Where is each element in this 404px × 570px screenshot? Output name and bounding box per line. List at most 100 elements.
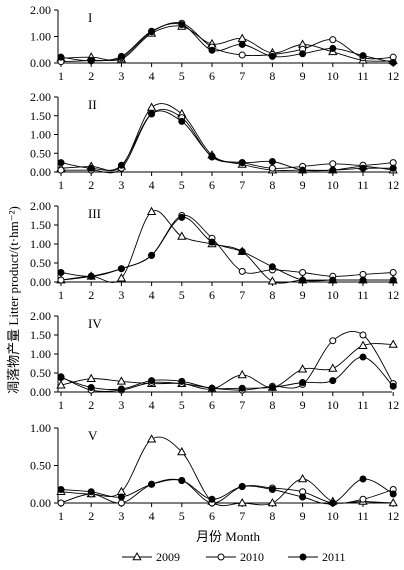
data-point: [299, 269, 307, 276]
data-point: [117, 499, 125, 507]
data-point: [208, 384, 216, 392]
data-point: [57, 499, 65, 507]
data-point: [268, 164, 276, 172]
data-point: [57, 166, 65, 174]
x-tick-label: 3: [118, 69, 124, 83]
data-point: [297, 364, 308, 373]
data-point: [238, 248, 246, 256]
legend-label: 2009: [156, 550, 180, 564]
x-tick-label: 7: [239, 69, 245, 83]
data-point: [238, 51, 246, 59]
data-point: [359, 52, 367, 60]
series-line: [60, 478, 394, 505]
data-point: [358, 340, 368, 349]
series-line: [60, 478, 394, 504]
data-point: [116, 273, 127, 282]
data-point: [178, 213, 186, 221]
y-tick-label: 1.00: [30, 237, 51, 251]
series-2011: [57, 213, 397, 284]
x-tick-label: 4: [149, 509, 155, 523]
data-point: [178, 377, 186, 385]
x-tick-label: 5: [179, 509, 185, 523]
data-point: [359, 353, 367, 361]
data-point: [297, 473, 308, 483]
data-point: [328, 363, 338, 372]
series-2009: [56, 102, 398, 174]
x-tick-label: 9: [300, 178, 306, 192]
panel-label: IV: [88, 316, 102, 331]
data-point: [389, 159, 397, 167]
data-point: [359, 475, 367, 483]
x-tick-label: 6: [209, 509, 215, 523]
data-point: [237, 497, 247, 507]
data-point: [268, 52, 276, 60]
x-tick-label: 10: [327, 69, 339, 83]
data-point: [178, 117, 186, 125]
x-tick-label: 11: [357, 509, 369, 523]
data-point: [87, 272, 95, 280]
x-tick-label: 3: [118, 509, 124, 523]
data-point: [389, 490, 397, 498]
data-point: [238, 267, 246, 275]
series-2011: [57, 475, 397, 507]
data-point: [238, 40, 246, 48]
x-tick-label: 10: [327, 509, 339, 523]
data-point: [329, 160, 337, 168]
data-point: [238, 384, 246, 392]
data-point: [87, 488, 95, 496]
y-tick-label: 0.00: [30, 385, 51, 399]
series-line: [60, 25, 394, 62]
data-point: [359, 276, 367, 284]
x-tick-label: 1: [58, 398, 64, 412]
x-tick-label: 12: [387, 398, 399, 412]
data-point: [299, 379, 307, 386]
panel-label: II: [88, 97, 97, 112]
x-tick-label: 8: [269, 509, 275, 523]
x-tick-label: 12: [387, 178, 399, 192]
x-tick-label: 5: [179, 288, 185, 302]
x-tick-label: 6: [209, 178, 215, 192]
x-tick-label: 8: [269, 288, 275, 302]
x-tick-label: 1: [58, 288, 64, 302]
series-2009: [56, 434, 398, 507]
data-point: [146, 434, 157, 443]
x-tick-label: 8: [269, 69, 275, 83]
data-point: [329, 36, 337, 44]
x-tick-label: 8: [269, 178, 275, 192]
x-tick-label: 7: [239, 288, 245, 302]
x-tick-label: 2: [88, 178, 94, 192]
series-line: [60, 108, 394, 174]
data-point: [208, 152, 216, 160]
series-line: [60, 343, 394, 390]
series-2011: [57, 353, 397, 393]
data-point: [267, 497, 278, 507]
data-point: [329, 377, 337, 385]
data-point: [117, 385, 125, 393]
data-point: [148, 480, 156, 488]
data-point: [117, 265, 125, 273]
x-tick-label: 8: [269, 398, 275, 412]
y-tick-label: 1.00: [30, 30, 51, 44]
panel-label: I: [88, 10, 92, 25]
data-point: [148, 377, 156, 385]
data-point: [329, 44, 337, 52]
y-tick-label: 0.50: [30, 146, 51, 160]
data-point: [117, 52, 125, 60]
data-point: [57, 374, 65, 382]
data-point: [237, 369, 247, 379]
data-point: [299, 50, 307, 58]
data-point: [238, 159, 246, 167]
data-point: [388, 497, 398, 507]
data-point: [329, 499, 337, 507]
legend-item-2010: 2010: [206, 550, 264, 564]
data-point: [177, 446, 187, 456]
data-point: [389, 164, 397, 172]
series-line: [60, 23, 394, 63]
y-axis-label: 凋落物产量 Litter product/(t·hm⁻²): [6, 206, 21, 394]
x-tick-label: 3: [118, 178, 124, 192]
x-tick-label: 4: [149, 288, 155, 302]
series-line: [60, 103, 394, 172]
data-point: [389, 276, 397, 284]
